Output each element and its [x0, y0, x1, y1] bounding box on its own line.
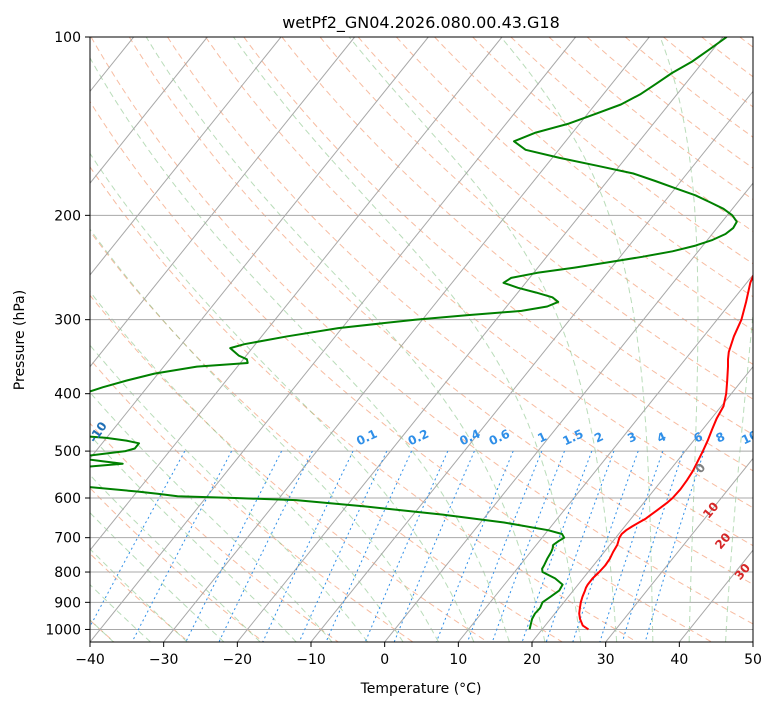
- mixing-ratio-line: [644, 450, 705, 642]
- mixing-ratio-label: 13: [769, 428, 775, 448]
- moist-adiabat-label: 40: [756, 585, 775, 607]
- y-tick-label: 100: [54, 30, 81, 46]
- moist-adiabat-line: [725, 309, 753, 642]
- moist-adiabat-line: [90, 548, 188, 642]
- x-tick-label: −40: [75, 652, 105, 668]
- y-tick-label: 900: [54, 595, 81, 611]
- dry-adiabat-label: -20: [2, 390, 26, 416]
- isotherm-line: [531, 365, 753, 642]
- dry-adiabat-line: [396, 37, 753, 331]
- isotherm-line: [90, 37, 577, 642]
- moist-adiabat-line: [90, 583, 151, 642]
- isotherm-line: [90, 37, 429, 460]
- dry-adiabat-line: [90, 166, 638, 642]
- x-tick-label: 40: [670, 652, 688, 668]
- mixing-ratio-line: [491, 450, 565, 642]
- isotherm-line: [0, 37, 60, 642]
- chart-title: wetPf2_GN04.2026.080.00.43.G18: [282, 13, 560, 33]
- mixing-ratio-line: [621, 450, 684, 642]
- dry-adiabat-line: [90, 230, 563, 642]
- moist-adiabat-line: [90, 152, 475, 642]
- moist-adiabat-line: [500, 37, 654, 642]
- isotherm-line: [90, 37, 503, 552]
- dry-adiabat-line: [128, 37, 753, 585]
- mixing-ratio-line: [521, 450, 593, 642]
- profile-lines: [90, 37, 753, 631]
- dry-adiabat-line: [281, 37, 753, 436]
- moist-adiabat-line: [90, 56, 510, 642]
- moist-adiabat-line: [659, 37, 699, 642]
- x-tick-label: 10: [449, 652, 467, 668]
- moist-adiabat-line: [90, 474, 261, 642]
- isotherm-line: [163, 37, 650, 642]
- y-axis-label: Pressure (hPa): [12, 290, 28, 390]
- dewpoint-profile-line: [90, 37, 738, 630]
- temperature-profile-line: [578, 273, 753, 631]
- dry-adiabat-line: [90, 422, 339, 642]
- mixing-ratio-line: [262, 450, 354, 642]
- dry-adiabat-line: [167, 37, 753, 547]
- moist-adiabat-line: [90, 228, 439, 642]
- isotherm-line: [384, 182, 753, 642]
- isotherm-line: [310, 90, 753, 642]
- dry-adiabat-line: [205, 37, 753, 509]
- x-tick-label: 50: [744, 652, 762, 668]
- x-tick-label: −30: [149, 652, 179, 668]
- y-tick-label: 400: [54, 387, 81, 403]
- x-tick-label: 30: [597, 652, 615, 668]
- dry-adiabat-line: [90, 37, 753, 625]
- isotherm-line: [605, 457, 753, 642]
- mixing-ratio-line: [545, 450, 615, 642]
- plot-background: [90, 37, 753, 642]
- x-tick-label: −10: [296, 652, 326, 668]
- plot-frame: [89, 36, 754, 643]
- dry-adiabat-line: [510, 37, 753, 232]
- mixing-ratio-line: [599, 450, 664, 642]
- x-tick-label: 0: [380, 652, 389, 668]
- isotherm-line: [752, 641, 753, 642]
- y-tick-label: 800: [54, 565, 81, 581]
- mixing-ratio-label: 10: [739, 428, 760, 448]
- mixing-ratio-line: [435, 450, 514, 642]
- isotherm-line: [90, 37, 208, 184]
- mixing-ratio-line: [393, 450, 475, 642]
- dry-adiabat-line: [90, 487, 264, 642]
- background-lines: [0, 37, 753, 642]
- moist-adiabat-line: [145, 37, 546, 642]
- isotherm-line: [457, 274, 753, 642]
- mixing-ratio-line: [90, 450, 186, 628]
- y-tick-label: 1000: [45, 622, 81, 638]
- isotherm-line: [90, 37, 282, 276]
- axes: −40 −30 −20 −10 0 10 20 30 40 50 100 200 300 400 500 60…: [45, 30, 762, 668]
- x-axis-label: Temperature (°C): [360, 681, 482, 697]
- mixing-ratio-line: [572, 450, 639, 642]
- mixing-ratio-line: [467, 450, 543, 642]
- y-tick-label: 500: [54, 444, 81, 460]
- y-tick-label: 300: [54, 313, 81, 329]
- moist-adiabat-line: [90, 290, 404, 642]
- y-tick-label: 600: [54, 491, 81, 507]
- y-tick-label: 700: [54, 531, 81, 547]
- mixing-ratio-line: [185, 450, 283, 642]
- moist-adiabat-line: [90, 344, 369, 642]
- x-tick-label: −20: [223, 652, 253, 668]
- isotherm-line: [90, 37, 356, 368]
- y-tick-label: 200: [54, 208, 81, 224]
- dry-adiabat-line: [90, 100, 712, 642]
- mixing-ratio-line: [218, 450, 313, 642]
- x-tick-label: 20: [523, 652, 541, 668]
- dry-adiabat-line: [90, 294, 488, 642]
- isotherm-line: [236, 37, 724, 642]
- moist-adiabat-line: [90, 511, 225, 642]
- moist-adiabat-line: [233, 37, 582, 642]
- moist-adiabat-line: [90, 434, 297, 642]
